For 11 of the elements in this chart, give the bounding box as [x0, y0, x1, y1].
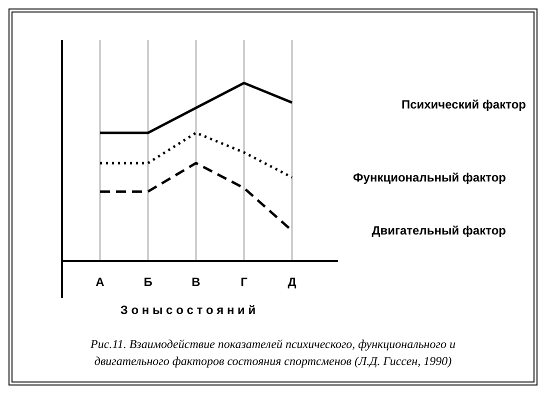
text: Функциональный фактор — [353, 170, 506, 184]
text: Психический фактор — [401, 98, 526, 112]
text: Рис.11. Взаимодействие показателей психического, функционального и — [90, 337, 456, 351]
x-tick-label: Б — [144, 275, 153, 289]
x-tick-label: Д — [288, 275, 297, 289]
x-tick-label: А — [96, 275, 105, 289]
x-tick-label: Г — [240, 275, 248, 289]
x-axis-title: З о н ы с о с т о я н и й — [120, 303, 256, 317]
x-tick-label: В — [192, 275, 201, 289]
text: Двигательный фактор — [372, 224, 506, 238]
text: двигательного факторов состояния спортсменов (Л.Д. Гиссен, 1990) — [94, 354, 452, 368]
